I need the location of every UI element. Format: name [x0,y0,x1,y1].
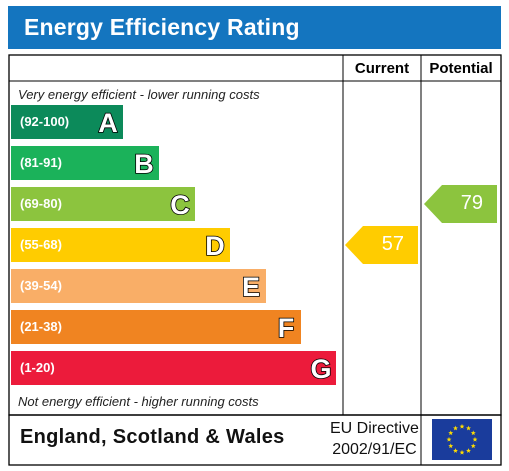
svg-text:B: B [134,149,154,178]
band-c: (69-80) C [11,187,195,221]
top-note: Very energy efficient - lower running co… [18,87,260,102]
band-e: (39-54) E [11,269,266,303]
page-title: Energy Efficiency Rating [24,14,300,40]
potential-column-header: Potential [429,60,493,77]
bottom-note: Not energy efficient - higher running co… [18,394,259,409]
svg-text:F: F [278,313,295,342]
eu-directive: EU Directive 2002/91/EC [330,418,419,460]
band-f: (21-38) F [11,310,301,344]
band-range-c: (69-80) [20,196,62,211]
band-d: (55-68) D [11,228,230,262]
current-rating-arrow: 57 [345,226,418,264]
band-range-g: (1-20) [20,360,55,375]
band-letter-g: G [310,353,333,383]
band-range-a: (92-100) [20,114,70,129]
svg-text:A: A [98,108,118,137]
eu-directive-line2: 2002/91/EC [332,441,417,458]
band-g: (1-20) G [11,351,336,385]
footer-country: England, Scotland & Wales [20,426,285,448]
band-range-f: (21-38) [20,319,62,334]
band-a: (92-100) A [11,105,123,139]
band-range-b: (81-91) [20,155,62,170]
header-bar: Energy Efficiency Rating [8,6,501,49]
svg-text:D: D [205,231,225,260]
eu-flag-icon [432,419,492,460]
potential-rating-arrow: 79 [424,185,497,223]
current-rating-value: 57 [381,233,404,255]
band-letter-a: A [97,107,118,137]
band-letter-d: D [204,230,225,260]
svg-text:C: C [170,190,190,219]
band-range-d: (55-68) [20,237,62,252]
eu-directive-line1: EU Directive [330,420,419,437]
svg-text:E: E [242,272,260,301]
band-letter-e: E [241,271,261,301]
potential-rating-value: 79 [460,192,483,214]
band-letter-f: F [277,312,295,342]
band-range-e: (39-54) [20,278,62,293]
band-letter-c: C [169,189,190,219]
band-b: (81-91) B [11,146,159,180]
band-letter-b: B [133,148,154,178]
svg-text:G: G [310,354,331,383]
current-column-header: Current [354,60,410,77]
